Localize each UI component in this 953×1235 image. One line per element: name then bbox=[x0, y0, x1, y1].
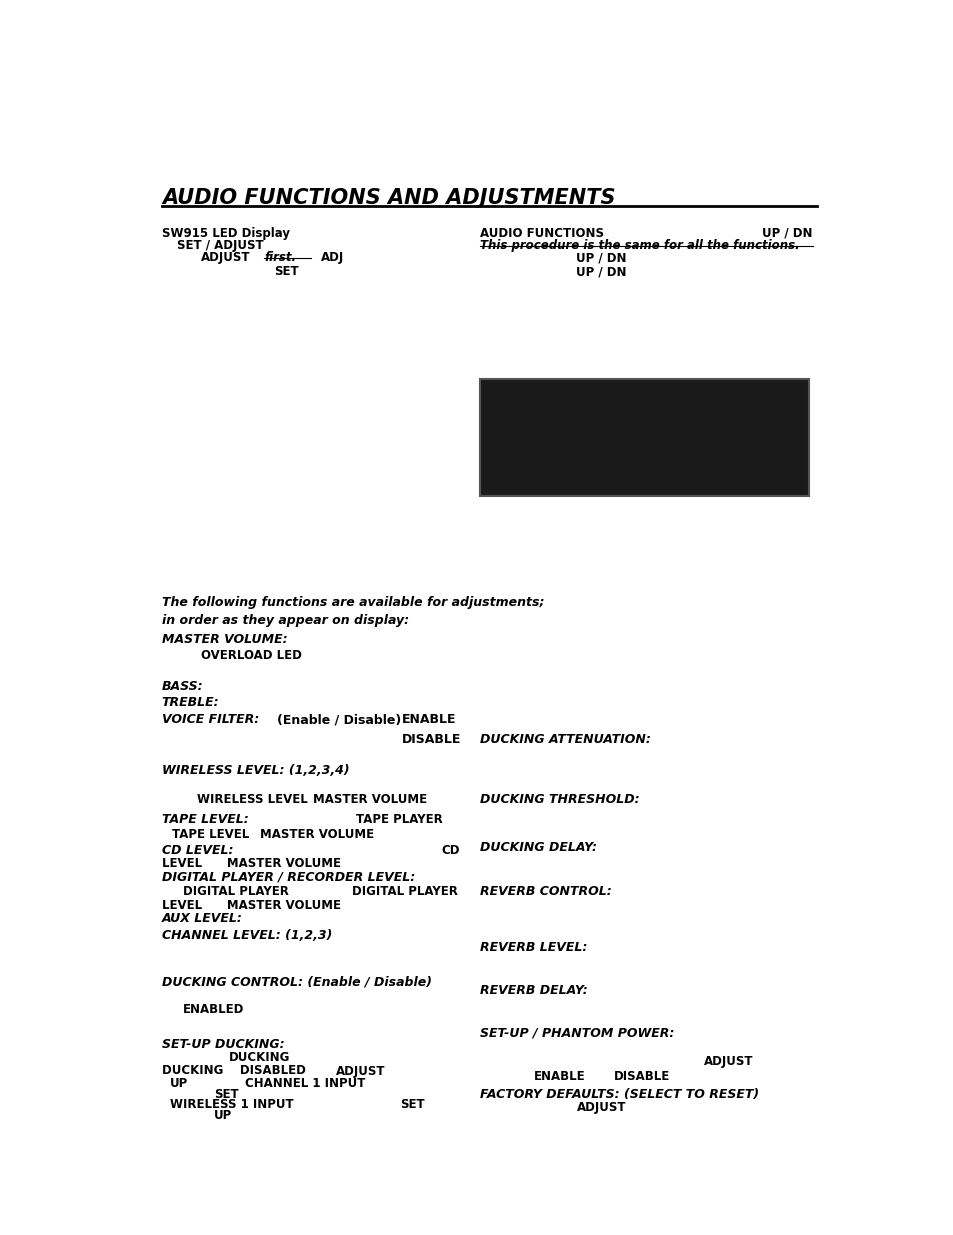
Text: ADJUST: ADJUST bbox=[576, 1102, 625, 1114]
Text: FACTORY DEFAULTS: (SELECT TO RESET): FACTORY DEFAULTS: (SELECT TO RESET) bbox=[479, 1088, 758, 1100]
Text: REVERB CONTROL:: REVERB CONTROL: bbox=[479, 885, 611, 898]
Text: DUCKING ATTENUATION:: DUCKING ATTENUATION: bbox=[479, 734, 650, 746]
Text: first.: first. bbox=[264, 252, 295, 264]
Text: SET: SET bbox=[213, 1088, 238, 1100]
Text: WIRELESS 1 INPUT: WIRELESS 1 INPUT bbox=[170, 1098, 293, 1112]
Text: WIRELESS LEVEL: WIRELESS LEVEL bbox=[196, 793, 307, 806]
Text: DUCKING: DUCKING bbox=[229, 1051, 291, 1065]
Text: REVERB DELAY:: REVERB DELAY: bbox=[479, 984, 587, 998]
Text: ADJUST: ADJUST bbox=[703, 1055, 753, 1068]
Text: LEVEL      MASTER VOLUME: LEVEL MASTER VOLUME bbox=[162, 899, 340, 911]
Text: BASS:: BASS: bbox=[162, 679, 203, 693]
Text: DUCKING DELAY:: DUCKING DELAY: bbox=[479, 841, 596, 855]
Text: CD: CD bbox=[440, 844, 459, 857]
Text: SET / ADJUST: SET / ADJUST bbox=[177, 240, 264, 252]
Text: CHANNEL 1 INPUT: CHANNEL 1 INPUT bbox=[245, 1077, 365, 1089]
Text: AUDIO FUNCTIONS AND ADJUSTMENTS: AUDIO FUNCTIONS AND ADJUSTMENTS bbox=[162, 188, 615, 209]
Text: TAPE LEVEL:: TAPE LEVEL: bbox=[162, 814, 249, 826]
Text: CHANNEL LEVEL: (1,2,3): CHANNEL LEVEL: (1,2,3) bbox=[162, 929, 332, 942]
Text: (Enable / Disable): (Enable / Disable) bbox=[276, 714, 400, 726]
Text: SET: SET bbox=[399, 1098, 424, 1112]
Text: ADJ: ADJ bbox=[320, 252, 344, 264]
Text: OVERLOAD LED: OVERLOAD LED bbox=[200, 648, 301, 662]
Text: DIGITAL PLAYER: DIGITAL PLAYER bbox=[352, 885, 457, 898]
Text: DUCKING CONTROL: (Enable / Disable): DUCKING CONTROL: (Enable / Disable) bbox=[162, 976, 432, 988]
Text: VOICE FILTER:: VOICE FILTER: bbox=[162, 714, 259, 726]
Text: This procedure is the same for all the functions.: This procedure is the same for all the f… bbox=[479, 240, 799, 252]
Text: WIRELESS LEVEL: (1,2,3,4): WIRELESS LEVEL: (1,2,3,4) bbox=[162, 764, 349, 777]
Text: CD LEVEL:: CD LEVEL: bbox=[162, 844, 233, 857]
Text: AUX LEVEL:: AUX LEVEL: bbox=[162, 911, 242, 925]
Text: UP / DN: UP / DN bbox=[576, 266, 626, 278]
Text: ADJUST: ADJUST bbox=[200, 252, 250, 264]
FancyBboxPatch shape bbox=[479, 379, 808, 496]
Text: DUCKING    DISABLED: DUCKING DISABLED bbox=[162, 1065, 305, 1077]
Text: DIGITAL PLAYER: DIGITAL PLAYER bbox=[183, 885, 289, 898]
Text: ENABLE: ENABLE bbox=[534, 1070, 585, 1083]
Text: UP / DN: UP / DN bbox=[576, 252, 626, 264]
Text: UP: UP bbox=[170, 1077, 188, 1089]
Text: SET: SET bbox=[274, 266, 298, 278]
Text: ENABLE: ENABLE bbox=[402, 714, 456, 726]
Text: MASTER VOLUME:: MASTER VOLUME: bbox=[162, 634, 287, 646]
Text: DISABLE: DISABLE bbox=[402, 734, 461, 746]
Text: TREBLE:: TREBLE: bbox=[162, 697, 219, 709]
Text: TAPE LEVEL: TAPE LEVEL bbox=[172, 829, 249, 841]
Text: SET-UP DUCKING:: SET-UP DUCKING: bbox=[162, 1037, 284, 1051]
Text: MASTER VOLUME: MASTER VOLUME bbox=[260, 829, 374, 841]
Text: ADJUST: ADJUST bbox=[335, 1065, 385, 1077]
Text: AUDIO FUNCTIONS: AUDIO FUNCTIONS bbox=[479, 227, 603, 240]
Text: LEVEL      MASTER VOLUME: LEVEL MASTER VOLUME bbox=[162, 857, 340, 871]
Text: MASTER VOLUME: MASTER VOLUME bbox=[313, 793, 427, 806]
Text: SET-UP / PHANTOM POWER:: SET-UP / PHANTOM POWER: bbox=[479, 1026, 673, 1039]
Text: TAPE PLAYER: TAPE PLAYER bbox=[355, 814, 442, 826]
Text: REVERB LEVEL:: REVERB LEVEL: bbox=[479, 941, 586, 955]
Text: The following functions are available for adjustments;
in order as they appear o: The following functions are available fo… bbox=[162, 597, 544, 627]
Text: UP / DN: UP / DN bbox=[761, 227, 812, 240]
Text: DISABLE: DISABLE bbox=[613, 1070, 669, 1083]
Text: UP: UP bbox=[213, 1109, 232, 1123]
Text: DIGITAL PLAYER / RECORDER LEVEL:: DIGITAL PLAYER / RECORDER LEVEL: bbox=[162, 871, 415, 883]
Text: DUCKING THRESHOLD:: DUCKING THRESHOLD: bbox=[479, 793, 639, 806]
Text: ENABLED: ENABLED bbox=[183, 1003, 244, 1016]
Text: SW915 LED Display: SW915 LED Display bbox=[162, 227, 290, 240]
